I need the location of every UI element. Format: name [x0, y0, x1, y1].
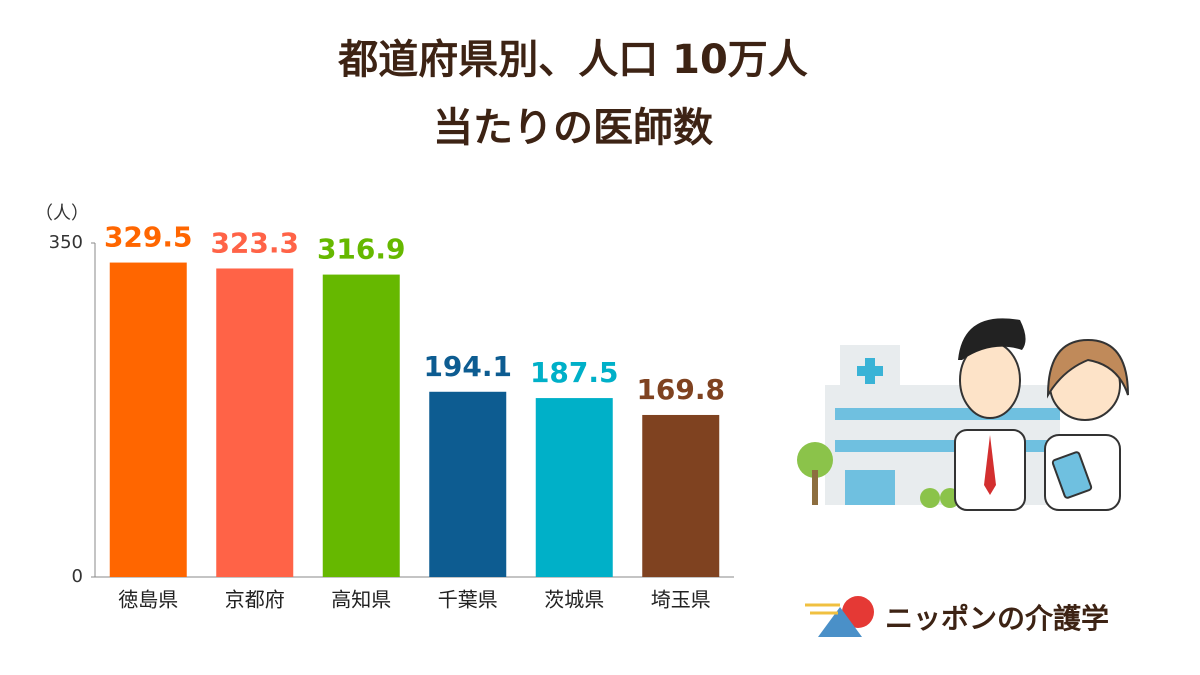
- value-label: 329.5: [104, 221, 193, 254]
- value-label: 194.1: [423, 350, 512, 383]
- bar: [322, 274, 400, 577]
- bar: [642, 414, 720, 577]
- x-tick-label: 徳島県: [118, 588, 178, 612]
- chart-title: 都道府県別、人口 10万人: [337, 37, 808, 83]
- value-label: 316.9: [317, 233, 406, 266]
- bar: [535, 398, 613, 577]
- brand-name: ニッポンの介護学: [885, 602, 1109, 635]
- value-label: 323.3: [210, 226, 299, 259]
- value-label: 169.8: [636, 373, 725, 406]
- bar: [109, 262, 187, 577]
- x-tick-label: 埼玉県: [651, 588, 711, 612]
- x-tick-label: 茨城県: [544, 588, 604, 612]
- unit-label: （人）: [35, 203, 89, 224]
- y-tick-label: 0: [72, 566, 83, 587]
- bar: [216, 268, 294, 577]
- chart-title: 当たりの医師数: [433, 105, 713, 151]
- illustration: [797, 318, 1129, 511]
- x-tick-label: 京都府: [225, 588, 285, 612]
- y-tick-label: 350: [49, 232, 83, 253]
- x-tick-label: 千葉県: [438, 588, 498, 612]
- value-label: 187.5: [530, 356, 619, 389]
- x-tick-label: 高知県: [331, 588, 391, 612]
- brand-logo: ニッポンの介護学: [805, 596, 1109, 637]
- bar: [429, 391, 507, 577]
